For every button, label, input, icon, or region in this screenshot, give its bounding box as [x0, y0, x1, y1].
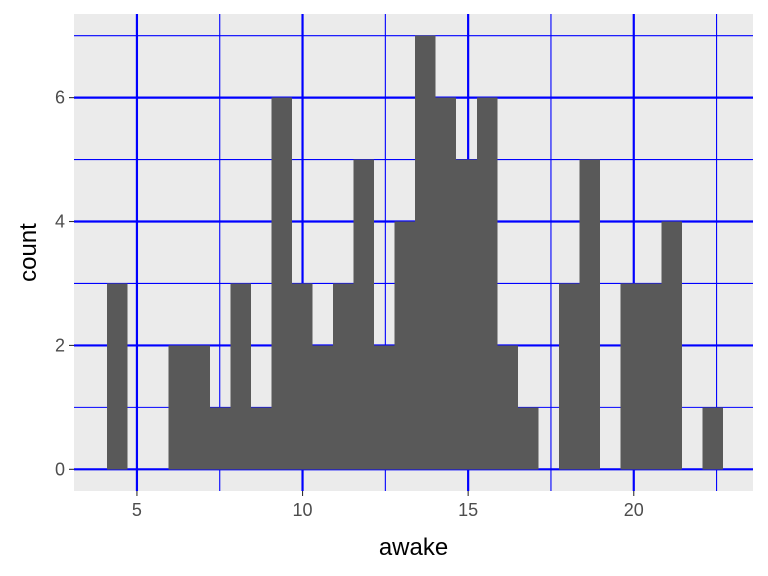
- y-axis-ticks: 0 2 4 6: [55, 88, 74, 479]
- histogram-bar: [435, 97, 457, 470]
- histogram-bar: [415, 35, 436, 470]
- histogram-bar: [312, 345, 334, 470]
- histogram-bar: [661, 221, 683, 470]
- histogram-bar: [641, 283, 662, 470]
- x-tick-label: 15: [458, 500, 478, 520]
- y-tick-label: 0: [55, 459, 65, 479]
- histogram-bar: [374, 345, 395, 470]
- x-tick-label: 5: [132, 500, 142, 520]
- x-tick-label: 10: [293, 500, 313, 520]
- histogram-bar: [250, 407, 272, 470]
- histogram-bar: [168, 345, 190, 470]
- histogram-bar: [189, 345, 210, 470]
- histogram-bar: [230, 283, 251, 470]
- y-tick-label: 2: [55, 335, 65, 355]
- y-tick-label: 4: [55, 212, 65, 232]
- histogram-bar: [353, 159, 375, 470]
- y-axis-title: count: [15, 223, 42, 282]
- histogram-bar: [620, 283, 642, 470]
- x-axis-title: awake: [379, 534, 448, 561]
- histogram-bar: [271, 97, 292, 470]
- histogram-bar: [209, 407, 231, 470]
- y-tick-label: 6: [55, 88, 65, 108]
- histogram-bar: [456, 159, 477, 470]
- histogram-bar: [394, 221, 416, 470]
- histogram-bar: [291, 283, 313, 470]
- histogram-bar: [702, 407, 724, 470]
- histogram-bar: [333, 283, 354, 470]
- x-tick-label: 20: [624, 500, 644, 520]
- histogram-bar: [558, 283, 580, 470]
- histogram-bar: [476, 97, 498, 470]
- histogram-bar: [497, 345, 518, 470]
- x-axis-ticks: 5 10 15 20: [132, 491, 644, 520]
- histogram-bar: [579, 159, 600, 470]
- histogram-bars: [107, 35, 724, 470]
- histogram-bar: [107, 283, 128, 470]
- histogram-bar: [517, 407, 539, 470]
